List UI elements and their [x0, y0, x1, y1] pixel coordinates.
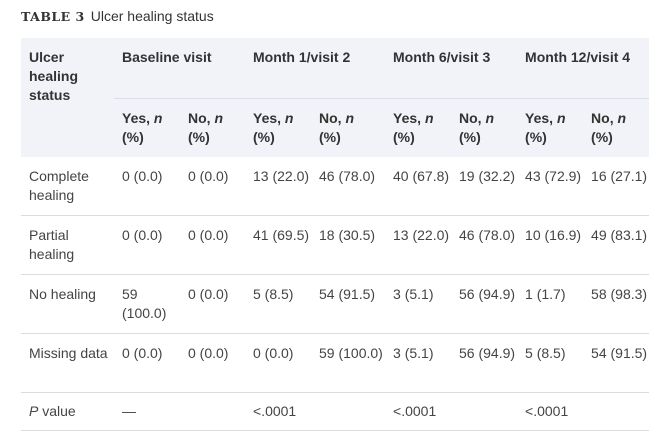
subheader-no: No, n (%) [451, 98, 518, 157]
table-title: Ulcer healing status [90, 8, 214, 24]
row-label: Partial healing [21, 215, 114, 275]
table-row: Complete healing 0 (0.0) 0 (0.0) 13 (22.0) 4… [21, 157, 650, 216]
table-cell: 16 (27.1) [583, 157, 650, 216]
table-cell: 3 (5.1) [385, 274, 452, 334]
table-cell: 40 (67.8) [385, 157, 452, 216]
table-cell: 58 (98.3) [583, 274, 650, 334]
table-cell: 43 (72.9) [517, 157, 584, 216]
table-cell: 0 (0.0) [180, 215, 245, 275]
table-cell: 1 (1.7) [517, 274, 584, 334]
table-cell: 0 (0.0) [114, 215, 180, 275]
group-header-month1: Month 1/visit 2 [245, 38, 386, 99]
table-cell: 46 (78.0) [311, 157, 386, 216]
table-cell: 0 (0.0) [180, 274, 245, 334]
subheader-yes: Yes, n (%) [385, 98, 452, 157]
subheader-no: No, n (%) [583, 98, 650, 157]
table-cell: 56 (94.9) [451, 333, 518, 393]
subheader-row: Yes, n (%) No, n (%) Yes, n (%) No, n (%) Yes, n… [21, 98, 650, 157]
pvalue-month6: <.0001 [385, 392, 518, 431]
subheader-no: No, n (%) [311, 98, 386, 157]
table-cell: 3 (5.1) [385, 333, 452, 393]
table-cell: 5 (8.5) [517, 333, 584, 393]
table-cell: 0 (0.0) [180, 157, 245, 216]
subheader-yes: Yes, n (%) [114, 98, 180, 157]
table-cell: 10 (16.9) [517, 215, 584, 275]
table-cell: 13 (22.0) [245, 157, 311, 216]
table-cell: 54 (91.5) [583, 333, 650, 393]
subheader-no: No, n (%) [180, 98, 245, 157]
table-row: Partial healing 0 (0.0) 0 (0.0) 41 (69.5) 18… [21, 215, 650, 275]
row-header-status: Ulcer healing status [21, 38, 114, 157]
pvalue-month12: <.0001 [517, 392, 650, 431]
table-cell: 59 (100.0) [311, 333, 386, 393]
group-header-month12: Month 12/visit 4 [517, 38, 650, 99]
pvalue-month1: <.0001 [245, 392, 386, 431]
table-cell: 41 (69.5) [245, 215, 311, 275]
row-label: Complete healing [21, 157, 114, 216]
group-header-baseline: Baseline visit [114, 38, 245, 99]
table-cell: 0 (0.0) [180, 333, 245, 393]
table-cell: 46 (78.0) [451, 215, 518, 275]
table-cell: 59 (100.0) [114, 274, 180, 334]
table-cell: 0 (0.0) [114, 157, 180, 216]
subheader-yes: Yes, n (%) [517, 98, 584, 157]
table-body: Complete healing 0 (0.0) 0 (0.0) 13 (22.0) 4… [21, 157, 650, 431]
table-row: Missing data 0 (0.0) 0 (0.0) 0 (0.0) 59 (100… [21, 333, 650, 393]
table-cell: 19 (32.2) [451, 157, 518, 216]
pvalue-row: P value — <.0001 <.0001 <.0001 [21, 392, 650, 431]
table-cell: 56 (94.9) [451, 274, 518, 334]
row-label: Missing data [21, 333, 114, 393]
table-cell: 49 (83.1) [583, 215, 650, 275]
table-cell: 5 (8.5) [245, 274, 311, 334]
subheader-yes: Yes, n (%) [245, 98, 311, 157]
table-caption: TABLE 3 Ulcer healing status [21, 7, 214, 26]
group-header-month6: Month 6/visit 3 [385, 38, 518, 99]
table-label: TABLE 3 [21, 9, 85, 24]
table-cell: 0 (0.0) [114, 333, 180, 393]
table-cell: 54 (91.5) [311, 274, 386, 334]
row-label: No healing [21, 274, 114, 334]
table-cell: 18 (30.5) [311, 215, 386, 275]
table-row: No healing 59 (100.0) 0 (0.0) 5 (8.5) 54 (91… [21, 274, 650, 334]
pvalue-label: P value [21, 392, 114, 431]
pvalue-baseline: — [114, 392, 245, 431]
ulcer-healing-table: Ulcer healing status Baseline visit Mont… [21, 38, 650, 431]
table-header: Ulcer healing status Baseline visit Mont… [21, 38, 650, 157]
table-cell: 0 (0.0) [245, 333, 311, 393]
table-cell: 13 (22.0) [385, 215, 452, 275]
